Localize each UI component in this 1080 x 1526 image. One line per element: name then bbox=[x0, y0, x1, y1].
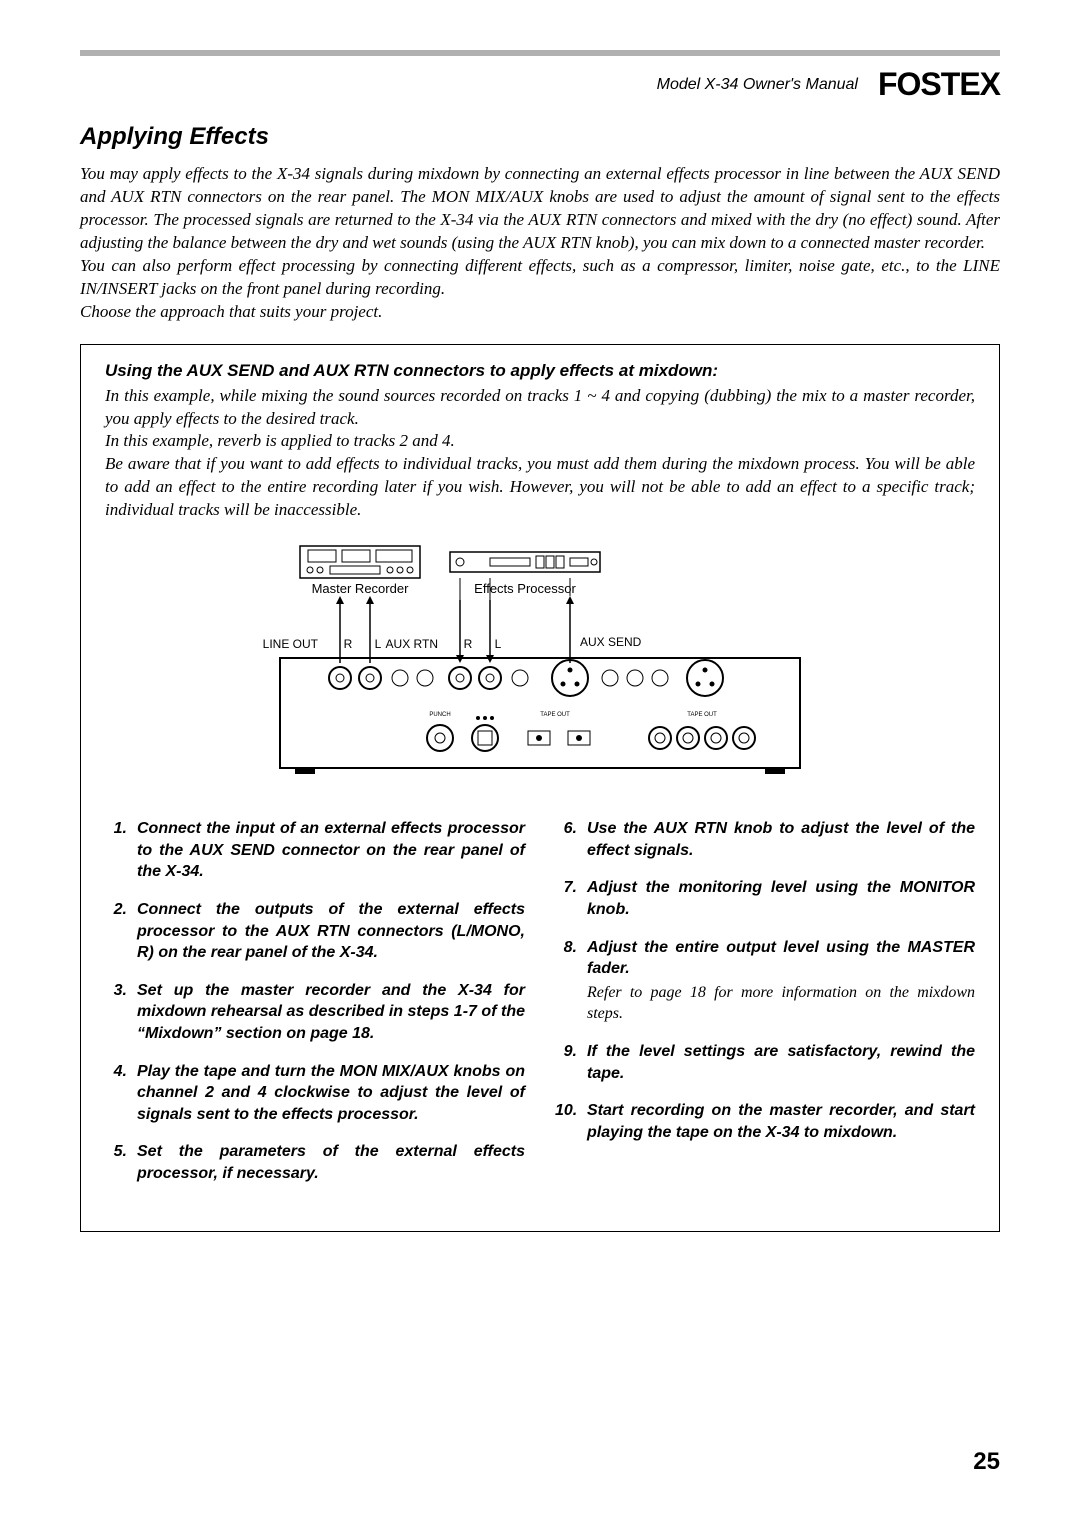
step-num: 4. bbox=[105, 1061, 127, 1126]
steps-right-column: 6.Use the AUX RTN knob to adjust the lev… bbox=[555, 818, 975, 1200]
step-text: Set the parameters of the external effec… bbox=[137, 1141, 525, 1184]
manual-title: Model X-34 Owner's Manual bbox=[657, 76, 858, 94]
step-3: 3.Set up the master recorder and the X-3… bbox=[105, 980, 525, 1045]
diagram-label-aux-rtn: AUX RTN bbox=[386, 637, 438, 651]
svg-text:TAPE OUT: TAPE OUT bbox=[540, 712, 570, 718]
step-text: Set up the master recorder and the X-34 … bbox=[137, 980, 525, 1045]
diagram-label-r2: R bbox=[464, 637, 473, 651]
step-num: 6. bbox=[555, 818, 577, 861]
diagram-label-r1: R bbox=[344, 637, 353, 651]
step-note: Refer to page 18 for more information on… bbox=[587, 982, 975, 1025]
step-4: 4.Play the tape and turn the MON MIX/AUX… bbox=[105, 1061, 525, 1126]
step-text: Connect the outputs of the external effe… bbox=[137, 899, 525, 964]
step-text: Adjust the entire output level using the… bbox=[587, 937, 975, 1025]
brand-logo: FOSTEX bbox=[878, 66, 1000, 103]
step-text: Play the tape and turn the MON MIX/AUX k… bbox=[137, 1061, 525, 1126]
diagram-label-master-recorder: Master Recorder bbox=[312, 581, 409, 596]
top-rule bbox=[80, 50, 1000, 56]
step-num: 5. bbox=[105, 1141, 127, 1184]
diagram-label-l2: L bbox=[495, 637, 502, 651]
section-title: Applying Effects bbox=[80, 123, 1000, 151]
svg-text:PUNCH: PUNCH bbox=[429, 712, 450, 718]
step-num: 2. bbox=[105, 899, 127, 964]
diagram-label-aux-send: AUX SEND bbox=[580, 635, 642, 649]
step-1: 1.Connect the input of an external effec… bbox=[105, 818, 525, 883]
step-6: 6.Use the AUX RTN knob to adjust the lev… bbox=[555, 818, 975, 861]
step-7: 7.Adjust the monitoring level using the … bbox=[555, 877, 975, 920]
steps-columns: 1.Connect the input of an external effec… bbox=[105, 818, 975, 1200]
instruction-box: Using the AUX SEND and AUX RTN connector… bbox=[80, 344, 1000, 1232]
step-num: 1. bbox=[105, 818, 127, 883]
svg-text:TAPE OUT: TAPE OUT bbox=[687, 712, 717, 718]
page-header: Model X-34 Owner's Manual FOSTEX bbox=[80, 66, 1000, 103]
step-text: If the level settings are satisfactory, … bbox=[587, 1041, 975, 1084]
step-num: 9. bbox=[555, 1041, 577, 1084]
diagram-label-l1: L bbox=[375, 637, 382, 651]
page-number: 25 bbox=[973, 1448, 1000, 1476]
intro-paragraph: You may apply effects to the X-34 signal… bbox=[80, 163, 1000, 324]
step-num: 7. bbox=[555, 877, 577, 920]
step-text: Start recording on the master recorder, … bbox=[587, 1100, 975, 1143]
step-text: Use the AUX RTN knob to adjust the level… bbox=[587, 818, 975, 861]
step-9: 9.If the level settings are satisfactory… bbox=[555, 1041, 975, 1084]
box-title: Using the AUX SEND and AUX RTN connector… bbox=[105, 361, 975, 381]
box-intro: In this example, while mixing the sound … bbox=[105, 385, 975, 523]
connection-diagram: Master Recorder Effects Processor LINE O… bbox=[260, 538, 820, 788]
step-text: Connect the input of an external effects… bbox=[137, 818, 525, 883]
step-10: 10. Start recording on the master recorde… bbox=[555, 1100, 975, 1143]
step-2: 2.Connect the outputs of the external ef… bbox=[105, 899, 525, 964]
step-num: 10. bbox=[555, 1100, 577, 1143]
step-num: 8. bbox=[555, 937, 577, 1025]
diagram-label-line-out: LINE OUT bbox=[263, 637, 319, 651]
step-8: 8.Adjust the entire output level using t… bbox=[555, 937, 975, 1025]
steps-left-column: 1.Connect the input of an external effec… bbox=[105, 818, 525, 1200]
step-num: 3. bbox=[105, 980, 127, 1045]
step-text: Adjust the monitoring level using the MO… bbox=[587, 877, 975, 920]
step-5: 5.Set the parameters of the external eff… bbox=[105, 1141, 525, 1184]
